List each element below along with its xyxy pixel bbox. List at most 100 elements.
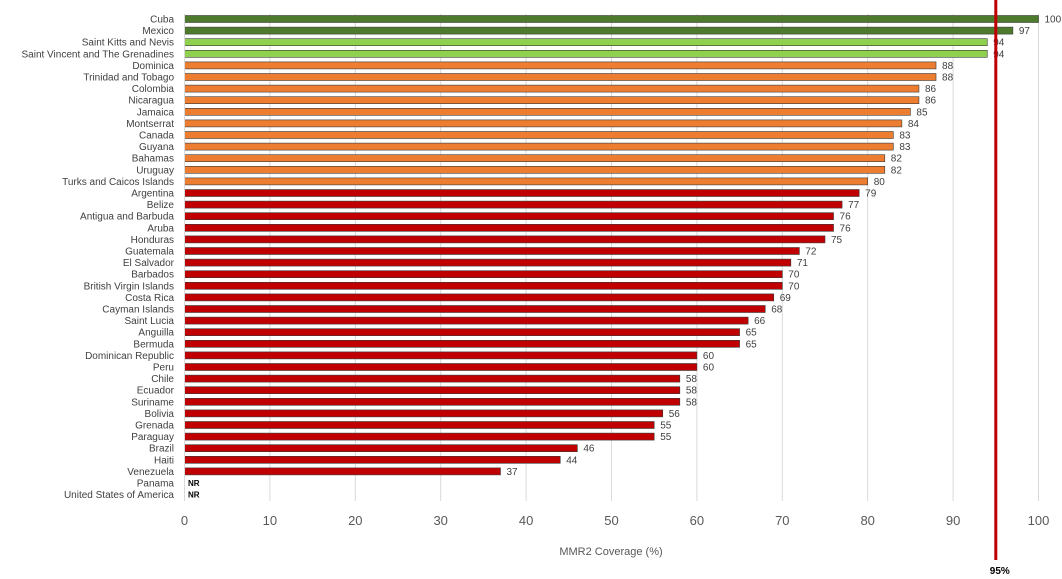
category-label: Cuba (150, 15, 174, 26)
value-label: 66 (754, 316, 766, 327)
bars (184, 15, 1039, 476)
bar (184, 328, 740, 337)
bar (184, 131, 894, 139)
value-label: 55 (660, 432, 672, 443)
value-label: 85 (916, 107, 928, 118)
x-tick-label: 20 (348, 513, 362, 528)
value-labels: 1009794948888868685848383828280797776767… (188, 15, 1062, 500)
bar (184, 397, 681, 406)
value-label: 69 (780, 293, 792, 304)
bar (184, 305, 766, 313)
category-label: Barbados (131, 270, 174, 281)
bar (184, 339, 740, 348)
category-label: Paraguay (131, 432, 174, 443)
value-label: 68 (771, 305, 783, 316)
value-label: 84 (908, 119, 920, 130)
bar (184, 142, 894, 151)
value-label: 60 (703, 351, 715, 362)
value-label: 79 (865, 189, 877, 200)
bar (184, 61, 937, 70)
category-label: Uruguay (136, 165, 174, 176)
category-label: Bermuda (133, 339, 174, 350)
bar (184, 212, 834, 220)
value-label: 71 (797, 258, 809, 269)
category-label: Brazil (149, 444, 174, 455)
x-tick-label: 50 (604, 513, 618, 528)
value-label: 58 (686, 397, 698, 408)
bar (184, 281, 783, 290)
bar (184, 467, 501, 476)
value-label: 88 (942, 61, 954, 72)
bar (184, 432, 655, 441)
bar (184, 84, 920, 93)
value-label: 55 (660, 421, 672, 432)
value-label: 94 (993, 38, 1005, 49)
x-tick-label: 80 (860, 513, 874, 528)
bar (184, 96, 920, 104)
x-tick-label: 40 (519, 513, 533, 528)
bar (184, 189, 860, 197)
bar (184, 421, 655, 429)
category-label: Canada (139, 131, 174, 142)
category-label: Anguilla (138, 328, 174, 339)
value-label: 56 (669, 409, 681, 420)
category-label: El Salvador (123, 258, 175, 269)
category-label: Antigua and Barbuda (80, 212, 174, 223)
category-label: Trinidad and Tobago (83, 73, 174, 84)
category-label: Aruba (147, 223, 174, 234)
bar (184, 119, 903, 128)
bar (184, 247, 800, 255)
value-label: 82 (891, 165, 903, 176)
gridlines (269, 14, 1039, 501)
bar (184, 49, 988, 58)
value-label: 88 (942, 73, 954, 84)
bar (184, 258, 792, 267)
category-label: Grenada (135, 421, 174, 432)
category-label: Bolivia (145, 409, 175, 420)
value-label: 65 (746, 339, 758, 350)
bar (184, 177, 869, 186)
category-label: Suriname (131, 397, 174, 408)
bar (184, 409, 664, 418)
bar (184, 270, 783, 279)
value-label: 37 (506, 467, 518, 478)
bar (184, 38, 988, 47)
category-label: Turks and Caicos Islands (62, 177, 174, 188)
x-tick-label: 30 (433, 513, 447, 528)
x-tick-label: 100 (1028, 513, 1050, 528)
value-label: 58 (686, 386, 698, 397)
value-label: 80 (874, 177, 886, 188)
bar (184, 200, 843, 209)
value-label: 70 (788, 270, 800, 281)
category-label: Guatemala (125, 247, 174, 258)
category-label: Nicaragua (128, 96, 174, 107)
bar (184, 235, 826, 244)
bar (184, 108, 911, 116)
bar (184, 316, 749, 325)
value-label: 83 (899, 142, 911, 153)
x-tick-label: 90 (946, 513, 960, 528)
reference-line-label: 95% (990, 566, 1010, 577)
value-label: 100 (1045, 15, 1062, 26)
bar (184, 166, 886, 174)
bar (184, 374, 681, 383)
category-label: Costa Rica (125, 293, 174, 304)
value-label: 76 (840, 223, 852, 234)
value-label: 65 (746, 328, 758, 339)
category-label: Bahamas (132, 154, 174, 165)
category-label: Dominican Republic (85, 351, 174, 362)
category-label: Chile (151, 374, 174, 385)
value-label: 97 (1019, 26, 1031, 37)
bar (184, 293, 775, 302)
x-tick-label: 0 (181, 513, 188, 528)
category-label: Montserrat (126, 119, 174, 130)
value-label: 75 (831, 235, 843, 246)
value-label: 58 (686, 374, 698, 385)
not-reported-label: NR (188, 479, 200, 488)
category-label: Cayman Islands (102, 305, 174, 316)
category-label: Argentina (131, 189, 174, 200)
value-label: 70 (788, 281, 800, 292)
x-axis-title: MMR2 Coverage (%) (559, 546, 662, 558)
x-tick-labels: 0 10 20 30 40 50 60 70 80 90 100 (181, 513, 1049, 528)
